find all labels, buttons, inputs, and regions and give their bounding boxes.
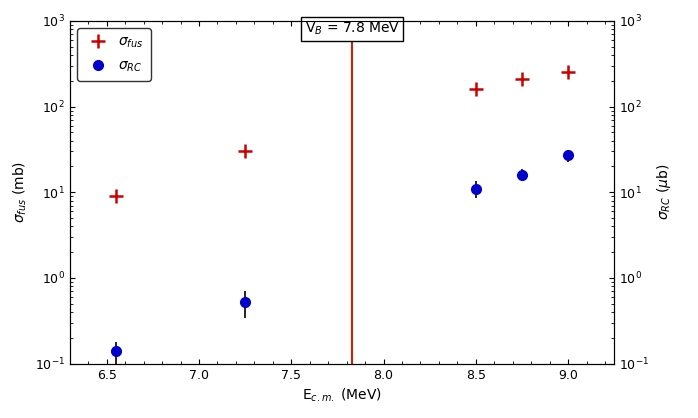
Y-axis label: $\sigma_{fus}$ (mb): $\sigma_{fus}$ (mb) (12, 161, 29, 223)
$\sigma_{fus}$ (472, 87, 480, 92)
Text: V$_B$ = 7.8 MeV: V$_B$ = 7.8 MeV (304, 21, 400, 37)
Legend: $\sigma_{fus}$, $\sigma_{RC}$: $\sigma_{fus}$, $\sigma_{RC}$ (77, 28, 151, 81)
X-axis label: E$_{c.m.}$ (MeV): E$_{c.m.}$ (MeV) (302, 387, 382, 405)
Line: $\sigma_{fus}$: $\sigma_{fus}$ (109, 66, 575, 203)
Y-axis label: $\sigma_{RC}$ ($\mu$b): $\sigma_{RC}$ ($\mu$b) (655, 164, 673, 220)
$\sigma_{fus}$ (518, 76, 526, 82)
$\sigma_{fus}$ (564, 70, 572, 75)
$\sigma_{fus}$ (241, 149, 249, 154)
$\sigma_{fus}$ (112, 194, 120, 199)
